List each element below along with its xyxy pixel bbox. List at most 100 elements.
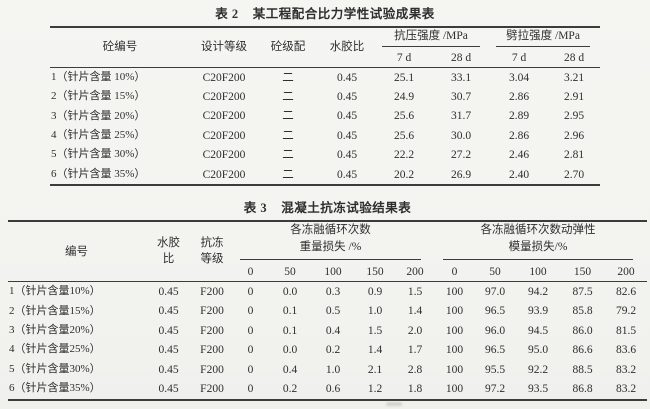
table3-body: 1（针片含量10%） 0.45 F200 0 0.0 0.3 0.9 1.5 100 97.0 94… xyxy=(8,282,647,400)
subcol-header-cycle-100: 100 xyxy=(324,265,342,278)
table-cell: 0.45 xyxy=(336,91,358,104)
table-cell: 93.5 xyxy=(527,382,549,395)
table-cell: 0.0 xyxy=(282,286,298,298)
row-label-cell: 5（针片含量30%） xyxy=(9,362,101,375)
table-cell: 0.4 xyxy=(325,324,341,337)
table-row: 1（针片含量10%） 0.45 F200 0 0.0 0.3 0.9 1.5 100 97.0 94… xyxy=(8,282,647,302)
subcol-header-cycle-0: 0 xyxy=(451,265,458,278)
table-cell: F200 xyxy=(200,363,224,376)
subcol-header-cycle-50: 50 xyxy=(489,265,501,278)
table-cell: 二 xyxy=(282,91,294,104)
table-cell: 2.86 xyxy=(508,129,530,142)
table-cell: 25.1 xyxy=(393,71,415,84)
table3-title-label: 表 3 xyxy=(243,201,268,215)
table-cell: 1.5 xyxy=(407,286,423,298)
table-cell: 0.45 xyxy=(158,286,179,298)
table-cell: 2.1 xyxy=(367,363,383,376)
table-cell: 0.45 xyxy=(336,129,358,142)
col-header-design-grade: 设计等级 xyxy=(201,41,247,54)
table-cell: 92.2 xyxy=(527,363,549,376)
table-cell: 97.2 xyxy=(484,382,506,395)
table-cell: 0.3 xyxy=(325,286,341,298)
table-cell: 1.8 xyxy=(407,382,423,395)
table-cell: 86.6 xyxy=(572,344,593,357)
table-cell: 2.40 xyxy=(508,168,530,181)
table-cell: F200 xyxy=(200,344,224,357)
table-cell: 0.45 xyxy=(158,363,179,376)
table-cell: C20F200 xyxy=(202,149,246,162)
table2-body: 1（针片含量 10%） C20F200 二 0.45 25.1 33.1 3.04 3.21 2… xyxy=(50,68,600,186)
table-cell: 30.7 xyxy=(450,91,472,104)
table-cell: 94.5 xyxy=(527,324,549,337)
table-cell: F200 xyxy=(200,305,224,318)
row-label-cell: 6（针片含量 35%） xyxy=(51,167,146,180)
table-cell: 二 xyxy=(282,168,294,181)
table2-title: 表 2 某工程配合比力学性试验成果表 xyxy=(50,4,600,26)
table-cell: 0.45 xyxy=(336,110,358,123)
table-cell: 1.2 xyxy=(367,382,383,395)
table-cell: 0.45 xyxy=(336,71,358,84)
table-cell: 93.9 xyxy=(527,305,549,318)
table-cell: 0 xyxy=(247,363,254,376)
table-cell: 100 xyxy=(445,286,464,298)
table-cell: 100 xyxy=(445,344,464,357)
table-cell: F200 xyxy=(200,382,224,395)
table-cell: 95.5 xyxy=(484,363,506,376)
table-cell: 85.8 xyxy=(572,305,593,318)
table-cell: 94.2 xyxy=(527,286,549,298)
table-cell: 1.4 xyxy=(367,344,383,357)
table-cell: 0.6 xyxy=(325,382,341,395)
table-row: 1（针片含量 10%） C20F200 二 0.45 25.1 33.1 3.04 3.21 xyxy=(50,68,600,88)
table-cell: 100 xyxy=(445,305,464,318)
table-row: 4（针片含量25%） 0.45 F200 0 0.0 0.2 1.4 1.7 100 96.5 95… xyxy=(8,341,647,360)
subcol-header-28d: 28 d xyxy=(450,51,472,64)
table-cell: 2.96 xyxy=(563,129,585,142)
table-cell: 83.2 xyxy=(615,363,637,376)
table-row: 2（针片含量15%） 0.45 F200 0 0.1 0.5 1.0 1.4 100 96.5 93… xyxy=(8,302,647,321)
table2-section: 表 2 某工程配合比力学性试验成果表 砼编号 设计等级 砼级配 水胶比 抗压强度 … xyxy=(50,4,601,187)
table-cell: 2.8 xyxy=(407,363,423,376)
table-cell: 0.2 xyxy=(282,382,298,395)
table-cell: 0 xyxy=(247,344,254,357)
table-cell: 95.0 xyxy=(527,344,549,357)
table3-title: 表 3 混凝土抗冻试验结果表 xyxy=(8,198,647,220)
table-cell: 0.5 xyxy=(325,305,341,318)
table-cell: C20F200 xyxy=(202,129,246,142)
table2-title-label: 表 2 xyxy=(215,7,239,21)
table-cell: F200 xyxy=(200,286,224,298)
page-number-mark xyxy=(386,402,402,406)
row-label-cell: 4（针片含量25%） xyxy=(9,343,101,356)
table-cell: 0.45 xyxy=(158,305,179,318)
table-cell: F200 xyxy=(200,324,224,337)
table-cell: 81.5 xyxy=(615,324,637,337)
table3-section: 表 3 混凝土抗冻试验结果表 编号 水胶比 抗冻等级 xyxy=(8,198,648,401)
table-cell: 25.6 xyxy=(393,110,415,123)
table-cell: 3.21 xyxy=(563,71,585,84)
table-row: 4（针片含量 25%） C20F200 二 0.45 25.6 30.0 2.86 2.96 xyxy=(50,126,600,145)
group-header-modulus-loss: 各冻融循环次数动弹性 模量损失/% xyxy=(435,221,647,262)
table-cell: 1.7 xyxy=(407,344,423,357)
col-header-frost-grade: 抗冻等级 xyxy=(200,237,224,265)
col-header-no: 编号 xyxy=(65,245,88,258)
table-row: 5（针片含量 30%） C20F200 二 0.45 22.2 27.2 2.46 2.81 xyxy=(50,146,600,165)
row-label-cell: 3（针片含量 20%） xyxy=(51,109,146,122)
table-cell: 100 xyxy=(445,382,464,395)
subcol-header-cycle-200: 200 xyxy=(617,265,635,278)
subcol-header-28d: 28 d xyxy=(563,51,585,64)
table-cell: 100 xyxy=(445,363,464,376)
group-header-mass-loss: 各冻融循环次数 重量损失 /% xyxy=(232,221,435,262)
col-header-water-binder: 水胶比 xyxy=(157,237,180,265)
col-header-gradation: 砼级配 xyxy=(270,41,306,54)
subcol-header-7d: 7 d xyxy=(511,51,527,64)
table-cell: 27.2 xyxy=(450,149,472,162)
col-header-concrete-no: 砼编号 xyxy=(102,41,138,54)
row-label-cell: 2（针片含量15%） xyxy=(9,304,101,317)
table-cell: 2.46 xyxy=(508,149,530,162)
table-row: 6（针片含量35%） 0.45 F200 0 0.2 0.6 1.2 1.8 100 97.2 93… xyxy=(8,379,647,399)
table-cell: 86.8 xyxy=(572,382,593,395)
table-cell: 0.1 xyxy=(282,305,298,318)
group-header-splitting-strength: 劈拉强度 /MPa xyxy=(490,27,600,49)
table-cell: 2.91 xyxy=(563,91,585,104)
table-cell: 31.7 xyxy=(450,110,472,123)
row-label-cell: 6（针片含量35%） xyxy=(9,382,101,395)
